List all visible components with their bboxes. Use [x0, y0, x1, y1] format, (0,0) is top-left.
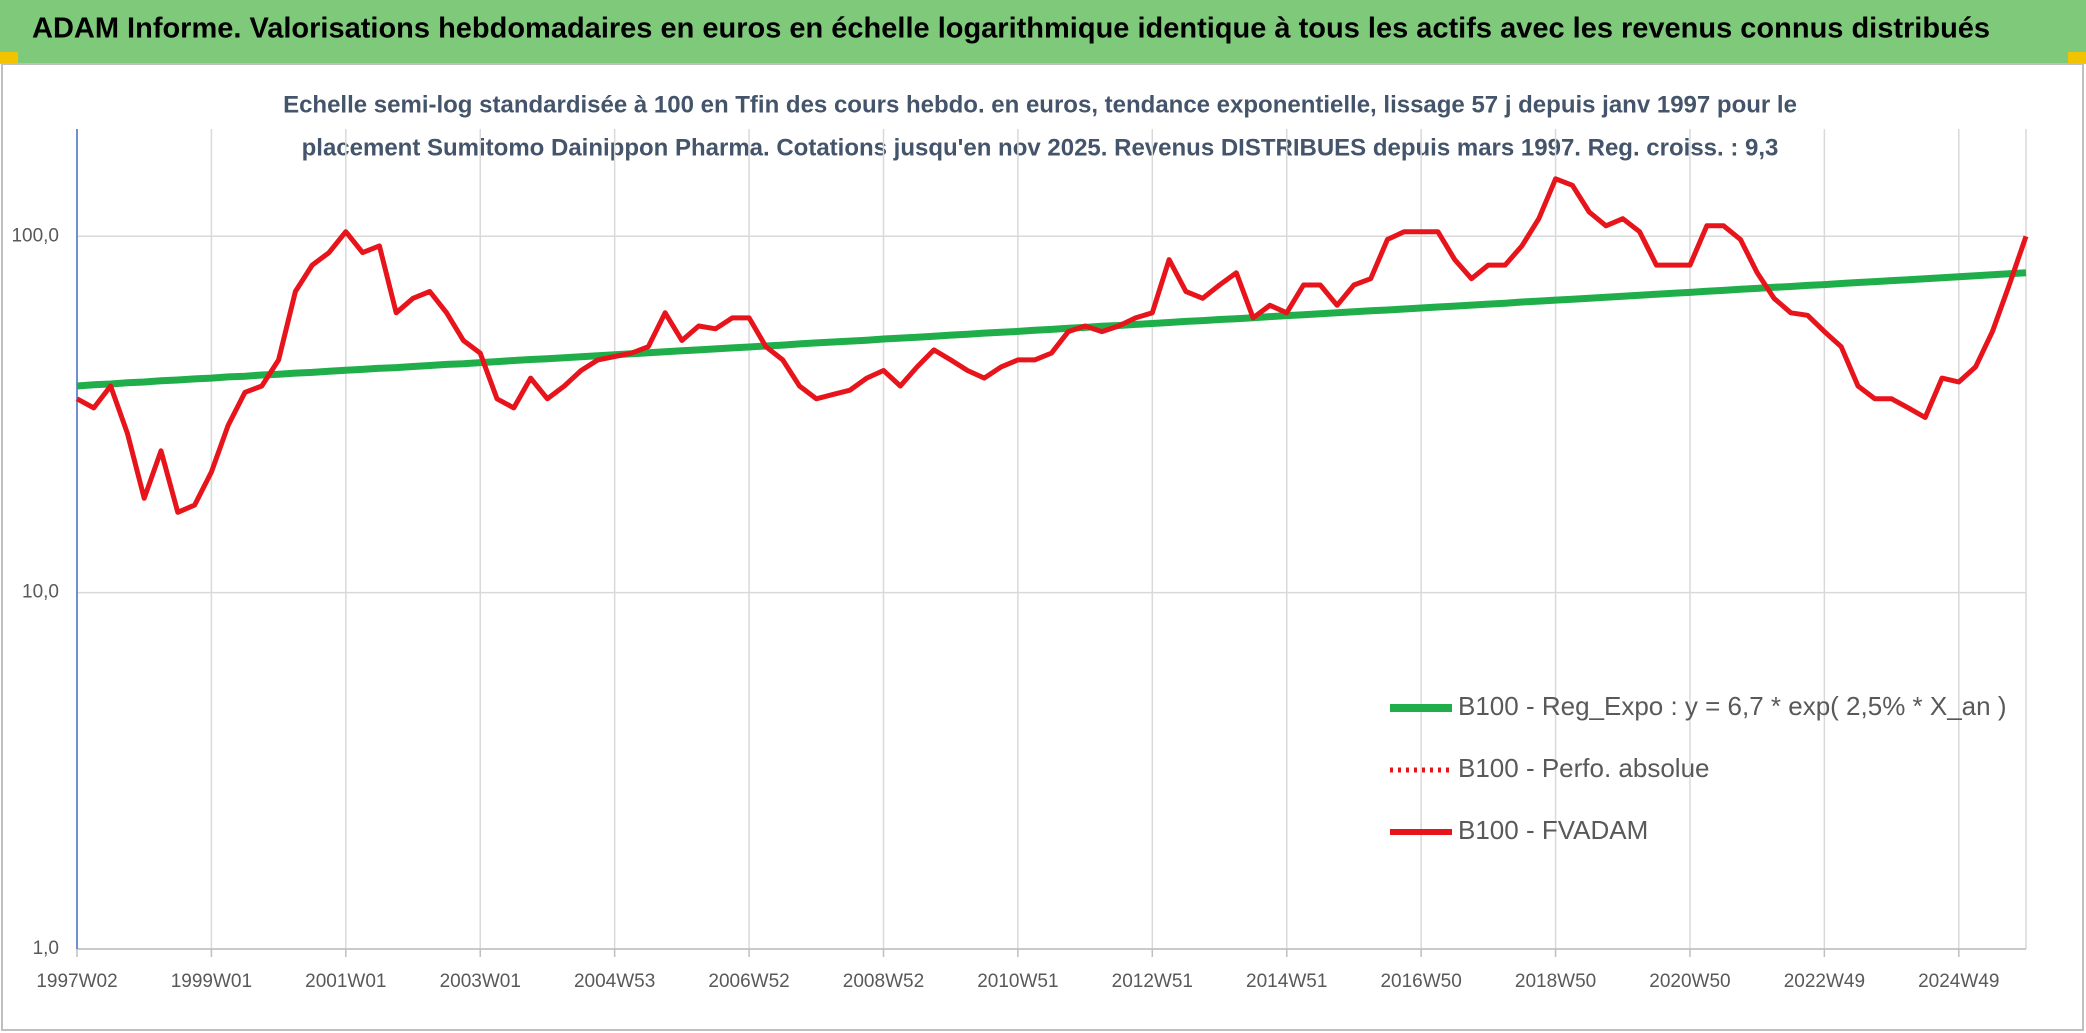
x-tick-label: 2003W01 [440, 971, 521, 992]
chart-frame [1, 63, 2084, 1031]
y-tick-label: 10,0 [22, 582, 59, 603]
y-tick-label: 100,0 [11, 225, 59, 246]
chart-title: Echelle semi-log standardisée à 100 en T… [283, 91, 1797, 118]
header-bar [0, 0, 2086, 64]
x-tick-label: 2014W51 [1246, 971, 1327, 992]
page-title: ADAM Informe. Valorisations hebdomadaire… [32, 13, 1990, 45]
data-line [76, 269, 2027, 390]
x-tick-label: 2020W50 [1649, 971, 1730, 992]
y-tick-label: 1,0 [33, 938, 59, 959]
x-tick-label: 2006W52 [708, 971, 789, 992]
x-tick-label: 2010W51 [977, 971, 1058, 992]
legend-label: B100 - Perfo. absolue [1458, 753, 1710, 783]
x-tick-label: 2018W50 [1515, 971, 1596, 992]
x-tick-label: 2008W52 [843, 971, 924, 992]
x-tick-label: 1999W01 [171, 971, 252, 992]
chart-title: placement Sumitomo Dainippon Pharma. Cot… [302, 134, 1779, 161]
x-tick-label: 1997W02 [36, 971, 117, 992]
x-tick-label: 2001W01 [305, 971, 386, 992]
x-tick-label: 2016W50 [1380, 971, 1461, 992]
x-tick-label: 2004W53 [574, 971, 655, 992]
corner-mark [0, 52, 18, 64]
data-line [75, 176, 2029, 515]
x-tick-label: 2012W51 [1112, 971, 1193, 992]
x-tick-label: 2024W49 [1918, 971, 1999, 992]
x-tick-label: 2022W49 [1784, 971, 1865, 992]
legend-label: B100 - FVADAM [1458, 815, 1648, 845]
corner-mark [2068, 52, 2086, 64]
legend-label: B100 - Reg_Expo : y = 6,7 * exp( 2,5% * … [1458, 691, 2007, 721]
